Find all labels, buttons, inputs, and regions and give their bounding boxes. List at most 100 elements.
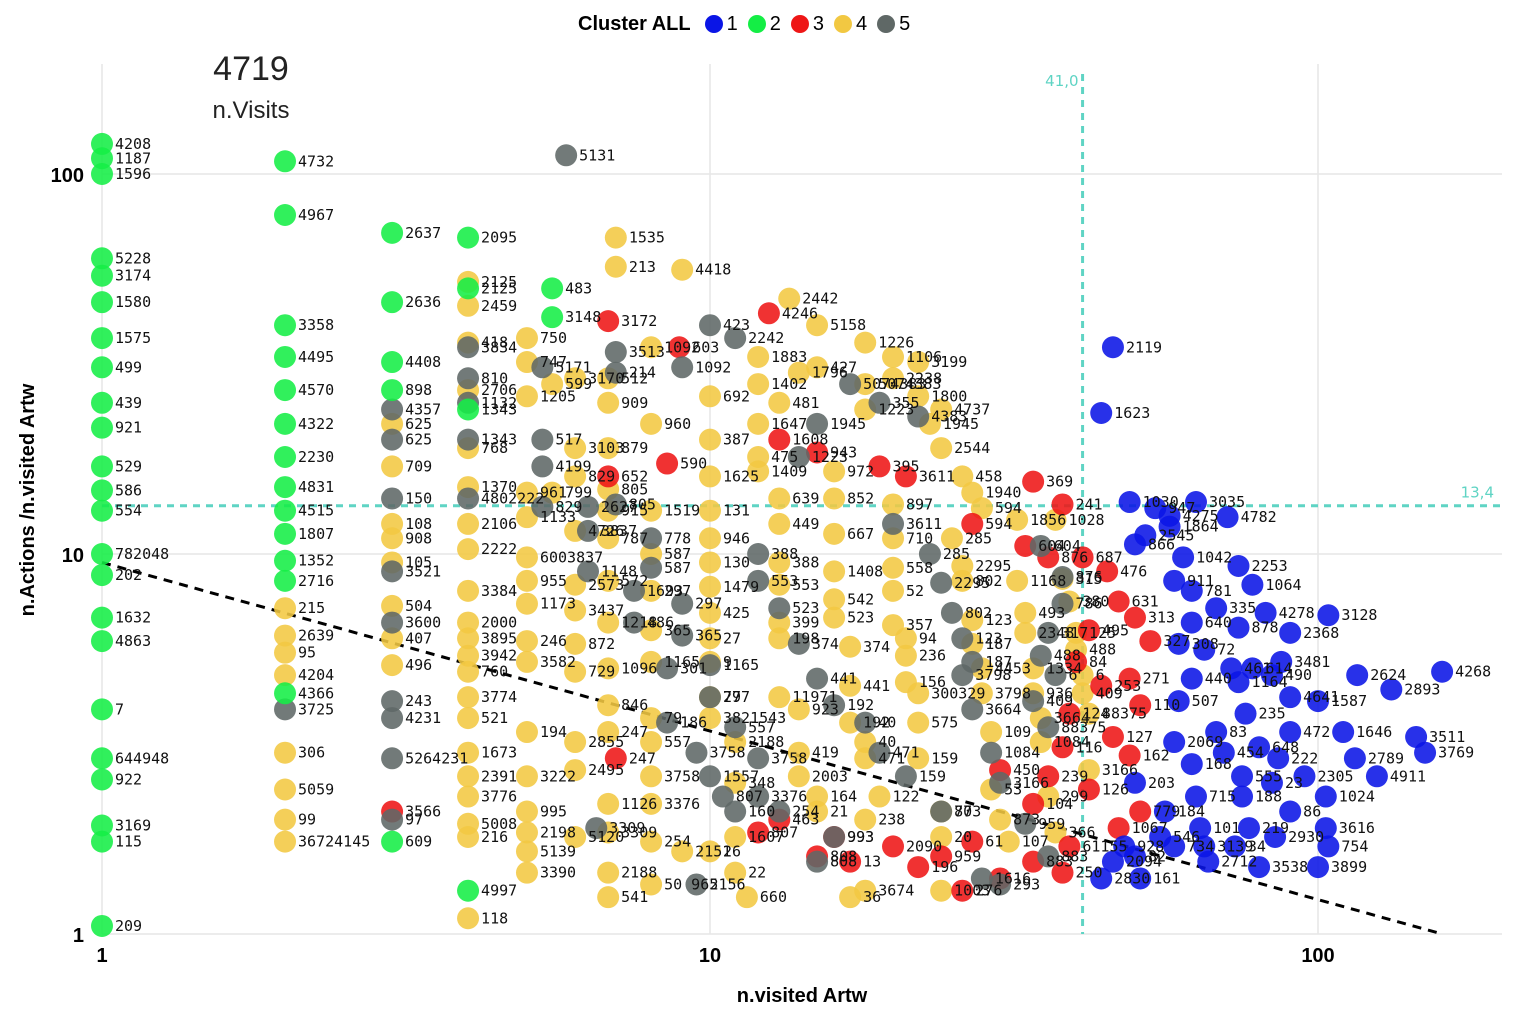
data-label: 4570 xyxy=(298,381,334,399)
data-label: 3309 xyxy=(609,819,645,837)
data-point-cluster-4 xyxy=(564,660,587,683)
data-point-cluster-5 xyxy=(989,873,1012,896)
data-point-cluster-5 xyxy=(531,455,554,478)
data-point-cluster-2 xyxy=(274,476,297,499)
data-label: 209 xyxy=(115,917,142,935)
data-point-cluster-5 xyxy=(768,597,791,620)
data-label: 876 xyxy=(1076,568,1103,586)
legend-item-2[interactable]: 2 xyxy=(747,13,781,36)
data-label: 1596 xyxy=(115,165,151,183)
data-label: 409 xyxy=(1096,684,1123,702)
data-label: 687 xyxy=(1096,548,1123,566)
data-label: 1334 xyxy=(1046,659,1082,677)
data-label: 3166 xyxy=(1013,774,1049,792)
data-label: 4366 xyxy=(298,684,334,702)
data-label: 3664 xyxy=(1054,709,1090,727)
data-label: 1608 xyxy=(792,431,828,449)
data-point-cluster-5 xyxy=(671,624,694,647)
data-label: 2253 xyxy=(1251,557,1287,575)
legend-item-3[interactable]: 3 xyxy=(790,13,824,36)
data-point-cluster-5 xyxy=(576,560,599,583)
data-point-cluster-4 xyxy=(564,437,587,460)
data-label: 587 xyxy=(664,559,691,577)
data-label: 542 xyxy=(847,590,874,608)
data-label: 4275 xyxy=(1183,507,1219,525)
legend-item-5[interactable]: 5 xyxy=(877,13,910,36)
data-label: 1096 xyxy=(621,659,657,677)
data-point-cluster-4 xyxy=(882,493,905,516)
data-point-cluster-2 xyxy=(274,345,297,368)
data-point-cluster-5 xyxy=(951,627,974,650)
data-point-cluster-1 xyxy=(1317,835,1340,858)
data-label: 4357 xyxy=(405,401,441,419)
data-point-cluster-5 xyxy=(656,711,679,734)
data-point-cluster-2 xyxy=(91,564,113,587)
data-label: 5131 xyxy=(579,146,615,164)
data-point-cluster-2 xyxy=(274,412,297,435)
data-label: 22 xyxy=(748,864,766,882)
data-point-cluster-3 xyxy=(1129,800,1152,823)
data-label: 873 xyxy=(954,803,981,821)
legend-dot-4 xyxy=(833,15,852,33)
data-point-cluster-4 xyxy=(274,830,297,853)
data-point-cluster-4 xyxy=(597,437,620,460)
data-label: 3616 xyxy=(1339,819,1375,837)
data-label: 2495 xyxy=(588,761,624,779)
data-point-cluster-1 xyxy=(1123,771,1146,794)
data-point-cluster-3 xyxy=(961,830,984,853)
legend-label-1: 1 xyxy=(726,12,738,35)
data-label: 2125 xyxy=(481,279,517,297)
data-point-cluster-1 xyxy=(1090,401,1113,424)
data-label: 1067 xyxy=(1132,819,1168,837)
data-label: 3674 xyxy=(878,882,914,900)
data-point-cluster-4 xyxy=(564,599,587,622)
data-point-cluster-4 xyxy=(515,327,538,350)
data-point-cluster-3 xyxy=(930,845,953,868)
data-point-cluster-2 xyxy=(381,221,404,244)
data-label: 301 xyxy=(680,659,707,677)
data-label: 734 xyxy=(1187,837,1214,855)
data-label: 1084 xyxy=(1054,733,1090,751)
data-point-cluster-1 xyxy=(1212,741,1235,764)
data-point-cluster-5 xyxy=(699,765,721,788)
legend-item-4[interactable]: 4 xyxy=(833,13,867,36)
data-label: 192 xyxy=(863,714,890,732)
data-point-cluster-5 xyxy=(457,428,480,451)
data-label: 488 xyxy=(1089,641,1116,659)
data-label: 3758 xyxy=(771,749,807,767)
data-label: 504 xyxy=(405,597,432,615)
data-label: 644948 xyxy=(115,749,169,767)
data-point-cluster-5 xyxy=(457,336,480,359)
data-label: 575 xyxy=(931,714,958,732)
data-point-cluster-4 xyxy=(541,373,564,396)
data-label: 852 xyxy=(847,489,874,507)
data-label: 203 xyxy=(1148,774,1175,792)
data-point-cluster-4 xyxy=(1077,702,1100,725)
data-label: 1106 xyxy=(906,348,942,366)
data-point-cluster-5 xyxy=(747,543,770,565)
data-point-cluster-5 xyxy=(907,405,930,428)
data-label: 1409 xyxy=(771,462,807,480)
data-point-cluster-4 xyxy=(597,527,620,550)
data-label: 36 xyxy=(863,888,881,906)
data-label: 475 xyxy=(771,448,798,466)
data-point-cluster-4 xyxy=(640,412,663,435)
data-point-cluster-5 xyxy=(531,495,554,518)
data-point-cluster-4 xyxy=(457,660,480,683)
legend-item-1[interactable]: 1 xyxy=(704,12,738,36)
data-label: 787 xyxy=(621,529,648,547)
data-point-cluster-4 xyxy=(930,398,953,421)
data-label: 369 xyxy=(1046,473,1073,491)
data-label: 2442 xyxy=(802,290,838,308)
data-point-cluster-1 xyxy=(1184,491,1207,514)
data-label: 123 xyxy=(985,611,1012,629)
data-label: 779 xyxy=(1153,803,1180,821)
data-label: 2459 xyxy=(481,297,517,315)
data-point-cluster-1 xyxy=(1205,597,1228,620)
data-label: 202 xyxy=(115,566,142,584)
data-label: 3376 xyxy=(664,795,700,813)
data-point-cluster-1 xyxy=(1180,753,1203,776)
data-label: 123 xyxy=(975,629,1002,647)
data-label: 239 xyxy=(1061,767,1088,785)
data-point-cluster-3 xyxy=(894,465,917,488)
